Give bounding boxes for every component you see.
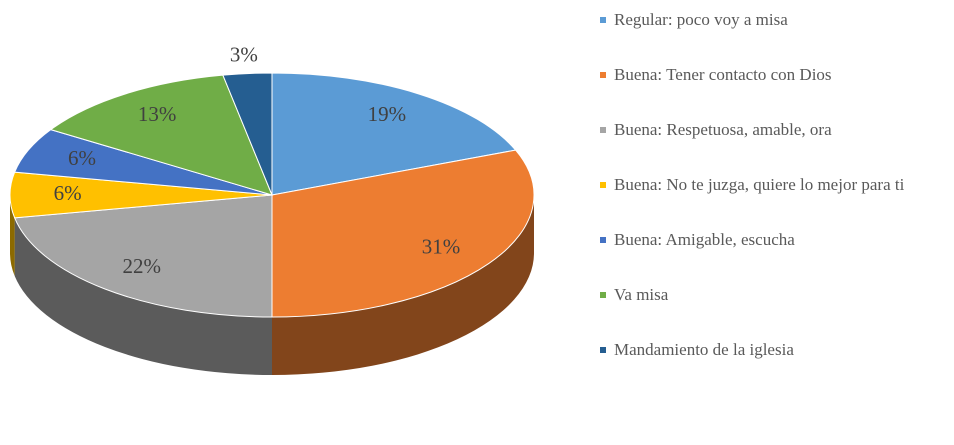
slice [222, 72, 273, 196]
slice-side [272, 195, 534, 375]
legend-label: Buena: Tener contacto con Dios [614, 65, 832, 84]
legend-swatch [600, 182, 606, 188]
legend-item: Regular: poco voy a misa [600, 6, 950, 33]
slice [271, 149, 535, 318]
legend-swatch [600, 127, 606, 133]
data-label: 6% [54, 181, 82, 205]
slice [13, 194, 273, 318]
legend-label: Mandamiento de la iglesia [614, 340, 794, 359]
legend-swatch [600, 17, 606, 23]
legend-swatch [600, 292, 606, 298]
legend-item: Buena: Tener contacto con Dios [600, 61, 950, 88]
legend-label: Regular: poco voy a misa [614, 10, 788, 29]
data-label: 22% [122, 254, 161, 278]
legend-swatch [600, 237, 606, 243]
legend-item: Buena: No te juzga, quiere lo mejor para… [600, 171, 950, 198]
legend-label: Buena: Respetuosa, amable, ora [614, 120, 832, 139]
data-label: 3% [230, 42, 258, 66]
data-label: 13% [138, 102, 177, 126]
data-label: 6% [68, 146, 96, 170]
legend-swatch [600, 72, 606, 78]
legend-item: Va misa [600, 281, 950, 308]
legend-item: Buena: Respetuosa, amable, ora [600, 116, 950, 143]
legend-item: Mandamiento de la iglesia [600, 336, 950, 363]
slice-side [14, 217, 272, 375]
data-label: 31% [422, 234, 461, 258]
legend-label: Buena: No te juzga, quiere lo mejor para… [614, 175, 905, 194]
data-label: 19% [368, 102, 407, 126]
slice [271, 72, 517, 196]
legend-label: Va misa [614, 285, 669, 304]
legend-label: Buena: Amigable, escucha [614, 230, 795, 249]
slice [49, 74, 273, 196]
legend-swatch [600, 347, 606, 353]
legend-item: Buena: Amigable, escucha [600, 226, 950, 253]
